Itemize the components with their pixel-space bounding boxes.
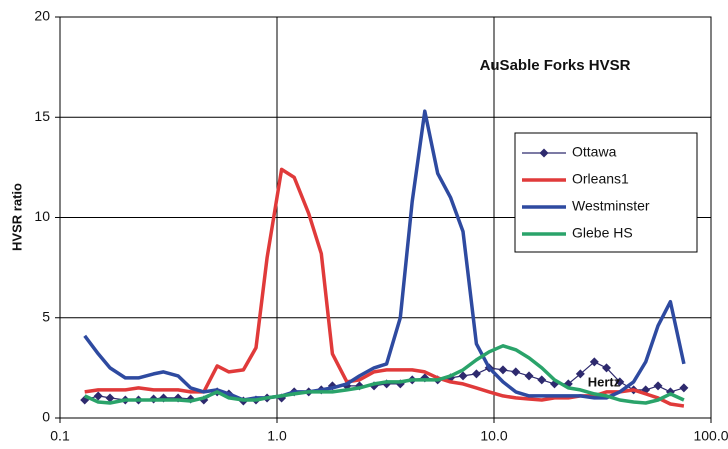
- chart-title: AuSable Forks HVSR: [480, 57, 631, 74]
- y-tick-label: 20: [34, 8, 50, 24]
- data-point: [511, 367, 521, 377]
- series-line: [83, 109, 686, 402]
- data-point: [653, 381, 663, 391]
- x-tick-label: 0.1: [50, 428, 70, 444]
- x-tick-label: 10.0: [480, 428, 507, 444]
- y-tick-label: 10: [34, 208, 50, 224]
- x-axis-label: Hertz: [588, 374, 621, 389]
- y-tick-label: 5: [42, 308, 50, 324]
- legend-label: Glebe HS: [572, 225, 633, 241]
- data-point: [615, 377, 625, 387]
- y-tick-label: 15: [34, 108, 50, 124]
- data-point: [575, 369, 585, 379]
- x-tick-label: 100.0: [693, 428, 728, 444]
- legend-label: Westminster: [572, 198, 650, 214]
- data-point: [602, 363, 612, 373]
- data-point: [93, 391, 103, 401]
- legend-label: Orleans1: [572, 171, 629, 187]
- data-point: [589, 357, 599, 367]
- legend-label: Ottawa: [572, 144, 617, 160]
- data-point: [537, 375, 547, 385]
- legend-entries: Ottawa Orleans1 Westminster Glebe HS: [522, 144, 650, 241]
- data-point: [679, 383, 689, 393]
- legend-marker: [539, 148, 549, 158]
- data-point: [471, 369, 481, 379]
- y-axis-label: HVSR ratio: [9, 183, 24, 251]
- series-group: [80, 109, 689, 408]
- data-point: [105, 393, 115, 403]
- y-tick-label: 0: [42, 409, 50, 425]
- data-point: [524, 371, 534, 381]
- data-point: [498, 365, 508, 375]
- data-point: [458, 371, 468, 381]
- series-line: [83, 344, 685, 405]
- x-tick-label: 1.0: [267, 428, 287, 444]
